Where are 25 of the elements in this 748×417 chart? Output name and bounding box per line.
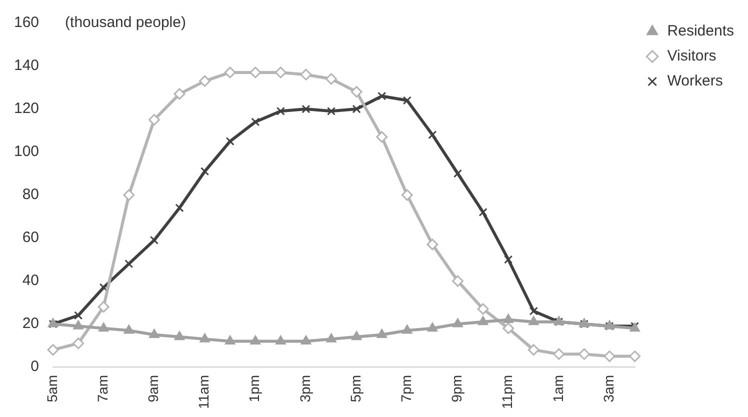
x-tick-label: 11pm <box>499 375 516 410</box>
y-tick-label: 60 <box>22 229 40 246</box>
x-tick-label: 5pm <box>347 375 364 402</box>
y-tick-label: 120 <box>14 100 40 118</box>
legend-label: Workers <box>667 72 723 90</box>
x-tick-label: 9pm <box>448 375 465 402</box>
y-tick-label: 80 <box>22 186 40 204</box>
y-axis-title: (thousand people) <box>65 14 186 32</box>
x-tick-label: 5am <box>44 375 60 402</box>
y-tick-label: 0 <box>30 358 40 376</box>
x-tick-label: 3pm <box>296 375 313 402</box>
x-tick-label: 1am <box>550 375 566 402</box>
x-tick-label: 1pm <box>246 375 262 402</box>
y-tick-label: 20 <box>22 315 40 332</box>
x-tick-label: 9am <box>145 375 162 402</box>
y-tick-label: 100 <box>14 143 40 160</box>
x-tick-label: 11am <box>196 375 212 410</box>
y-tick-label: 140 <box>14 57 40 74</box>
y-tick-label: 40 <box>22 272 40 290</box>
legend-label: Visitors <box>667 48 716 65</box>
x-tick-label: 3am <box>600 375 616 402</box>
x-tick-label: 7pm <box>398 375 414 402</box>
x-tick-label: 7am <box>94 375 110 402</box>
y-tick-label: 160 <box>14 14 40 32</box>
legend-label: Residents <box>667 22 734 40</box>
